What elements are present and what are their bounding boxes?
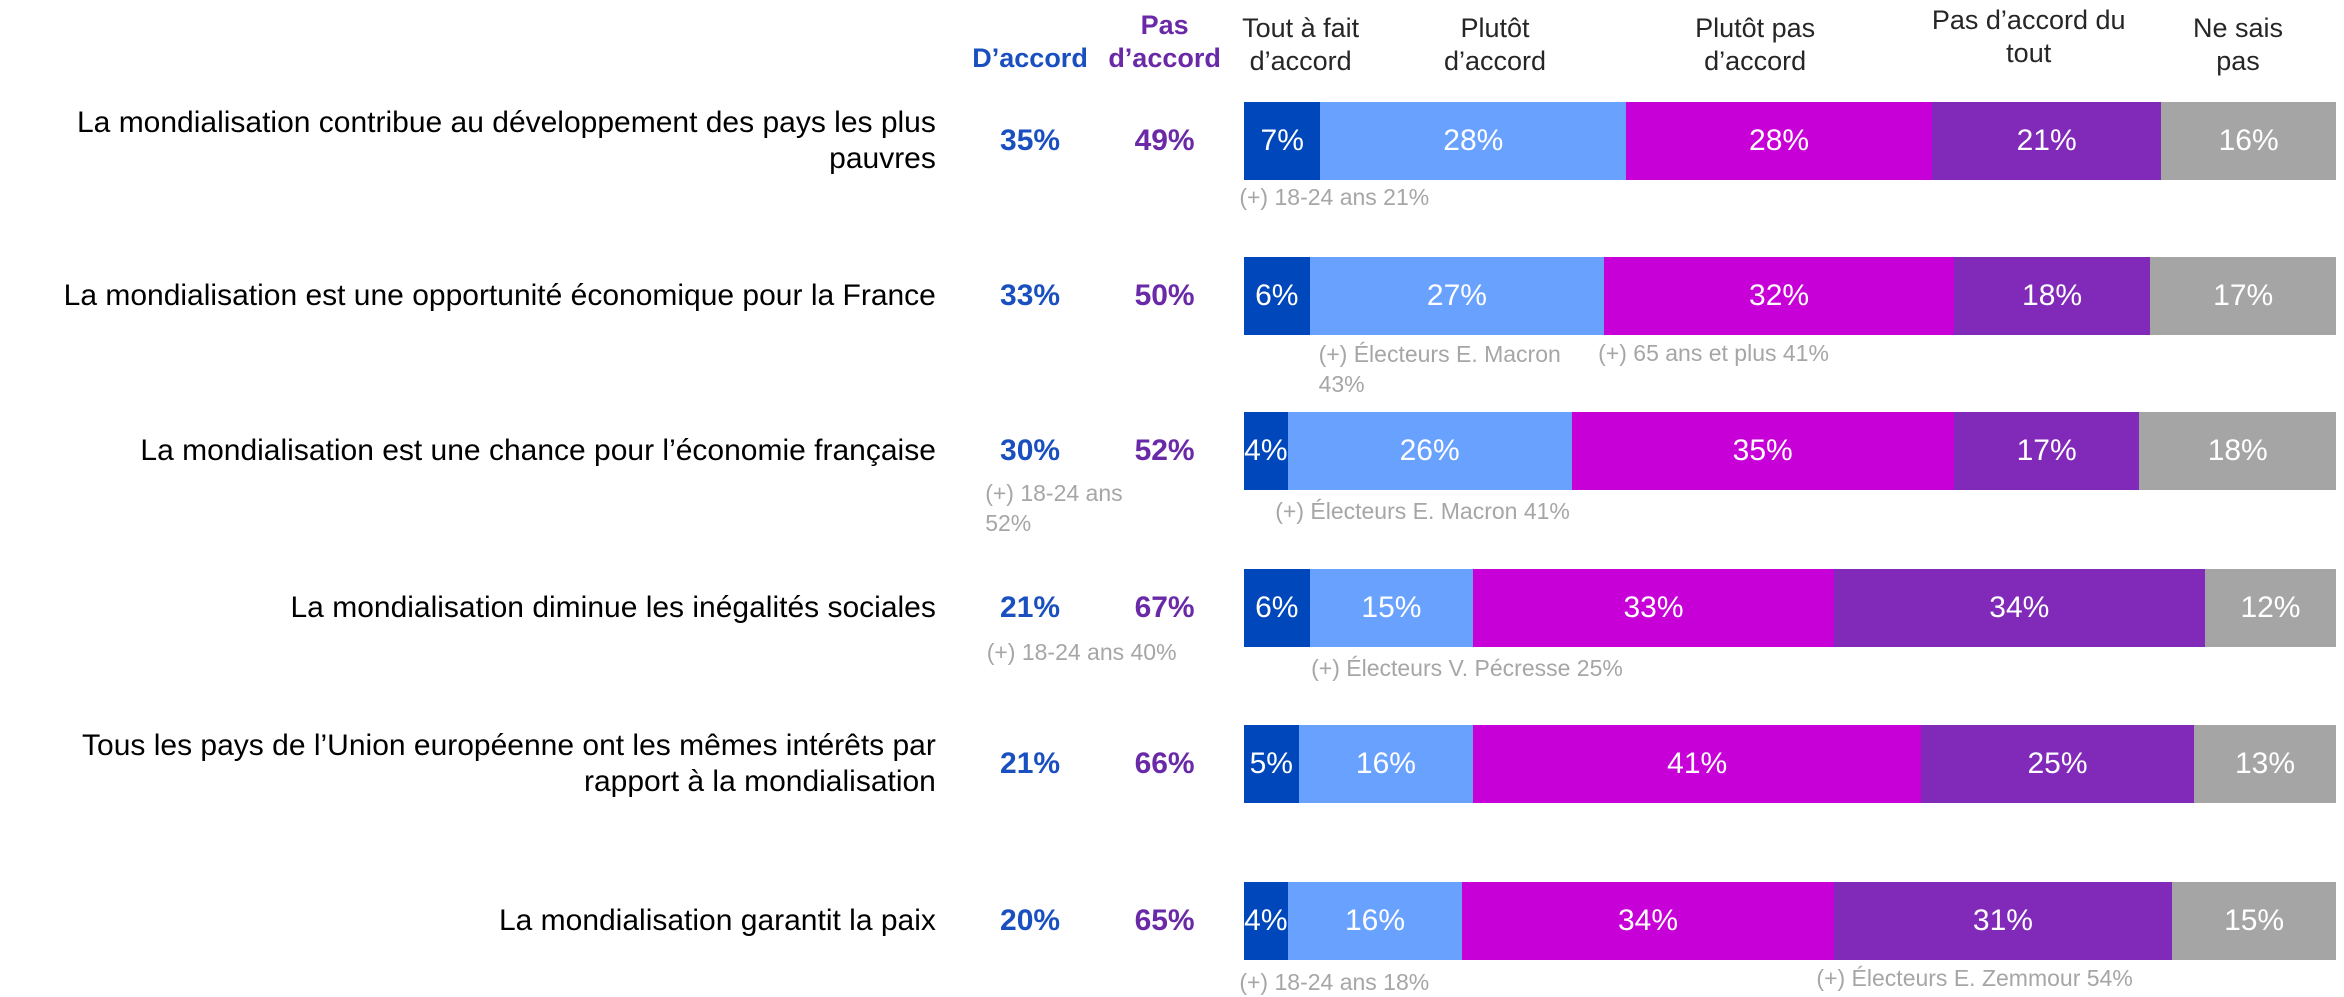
segment-label: 5% xyxy=(1249,746,1293,780)
bar-segment xyxy=(2204,569,2336,648)
segment-header: Plutôt pas d’accord xyxy=(1695,12,1816,76)
segment-label: 25% xyxy=(2027,746,2088,780)
annotation: (+) 18-24 ans 18% xyxy=(1239,969,1430,996)
summary-value: 50% xyxy=(1134,279,1195,312)
segment-label: 12% xyxy=(2240,591,2301,625)
summary-value: 33% xyxy=(1000,279,1061,312)
segment-label: 6% xyxy=(1255,591,1299,625)
segment-label: 4% xyxy=(1244,903,1288,937)
annotation: (+) 18-24 ans 52% xyxy=(985,480,1123,537)
bar-segment xyxy=(1833,569,2205,648)
summary-value: 52% xyxy=(1134,434,1195,468)
bar-segment xyxy=(1604,257,1954,335)
annotation: (+) Électeurs E. Macron 43% xyxy=(1318,341,1561,398)
segment-label: 34% xyxy=(1618,903,1679,937)
bar-segment xyxy=(2139,412,2336,491)
segment-header: Ne sais pas xyxy=(2192,12,2284,76)
bar-segment xyxy=(1953,412,2140,491)
segment-label: 35% xyxy=(1732,434,1793,468)
bar-segment xyxy=(1473,569,1834,648)
bar-segment xyxy=(1462,881,1834,960)
segment-label: 16% xyxy=(2218,123,2279,157)
category-label: Tous les pays de l’Union européenne ont … xyxy=(82,728,936,798)
bar-segment xyxy=(2161,101,2336,180)
bar-segment xyxy=(2150,257,2336,335)
annotation: (+) 18-24 ans 21% xyxy=(1239,184,1430,211)
annotation: (+) Électeurs V. Pécresse 25% xyxy=(1311,655,1623,682)
segment-header: Plutôt d’accord xyxy=(1443,12,1547,76)
summary-value: 35% xyxy=(1000,123,1061,157)
segment-label: 15% xyxy=(2224,903,2285,937)
segment-header: Tout à fait d’accord xyxy=(1242,12,1360,76)
annotation: (+) Électeurs E. Zemmour 54% xyxy=(1816,964,2133,991)
bar-segment xyxy=(1833,881,2173,960)
segment-label: 7% xyxy=(1260,123,1304,157)
bar-segment xyxy=(1244,412,1288,491)
segment-label: 17% xyxy=(2213,279,2274,312)
annotation: (+) 18-24 ans 40% xyxy=(986,638,1177,665)
bar-segment xyxy=(1244,569,1310,648)
bar-segment xyxy=(1287,412,1572,491)
category-label: La mondialisation est une chance pour l’… xyxy=(140,434,936,468)
segment-label: 34% xyxy=(1989,591,2050,625)
segment-label: 26% xyxy=(1399,434,1460,468)
segment-label: 27% xyxy=(1426,279,1487,312)
segment-label: 16% xyxy=(1355,746,1416,780)
segment-label: 18% xyxy=(2022,279,2083,312)
segment-label: 31% xyxy=(1972,903,2033,937)
segment-label: 41% xyxy=(1667,746,1728,780)
segment-label: 28% xyxy=(1443,123,1504,157)
segment-header: Pas d’accord du tout xyxy=(1931,5,2126,69)
bar-segment xyxy=(1287,881,1463,960)
category-label: La mondialisation garantit la paix xyxy=(498,903,936,937)
summary-value: 65% xyxy=(1134,903,1195,937)
summary-value: 21% xyxy=(1000,591,1061,625)
bar-segment xyxy=(1953,257,2151,335)
summary-value: 49% xyxy=(1134,123,1195,157)
annotation: (+) Électeurs E. Macron 41% xyxy=(1275,498,1570,525)
category-label: La mondialisation est une opportunité éc… xyxy=(63,279,936,312)
summary-header: D’accord xyxy=(972,42,1088,73)
segment-label: 18% xyxy=(2207,434,2268,468)
segment-label: 6% xyxy=(1255,279,1299,312)
summary-value: 21% xyxy=(1000,746,1061,780)
bar-segment xyxy=(1309,257,1605,335)
bar-segment xyxy=(1626,101,1932,180)
segment-label: 4% xyxy=(1244,434,1288,468)
summary-header: Pas d’accord xyxy=(1108,9,1221,73)
category-label: La mondialisation diminue les inégalités… xyxy=(290,591,936,625)
bar-segment xyxy=(1244,101,1321,180)
segment-label: 21% xyxy=(2016,123,2077,157)
summary-value: 30% xyxy=(1000,434,1061,468)
summary-value: 20% xyxy=(1000,903,1061,937)
segment-label: 13% xyxy=(2234,746,2296,780)
bar-segment xyxy=(1921,724,2195,803)
bar-segment xyxy=(1244,724,1299,803)
segment-label: 28% xyxy=(1749,123,1810,157)
category-label: La mondialisation contribue au développe… xyxy=(76,105,936,175)
bar-segment xyxy=(1931,101,2162,180)
bar-segment xyxy=(1309,569,1474,648)
bar-segment xyxy=(1320,101,1627,180)
segment-label: 33% xyxy=(1623,591,1684,625)
segment-label: 32% xyxy=(1749,279,1810,312)
bar-segment xyxy=(1298,724,1474,803)
bar-segment xyxy=(2172,881,2336,960)
segment-label: 15% xyxy=(1361,591,1422,625)
bar-segment xyxy=(1244,881,1288,960)
bar-segment xyxy=(1244,257,1310,335)
bar-segment xyxy=(2194,724,2336,803)
segment-label: 16% xyxy=(1345,903,1406,937)
annotation: (+) 65 ans et plus 41% xyxy=(1598,339,1829,366)
summary-value: 67% xyxy=(1134,591,1195,625)
summary-value: 66% xyxy=(1134,746,1195,780)
bar-segment xyxy=(1571,412,1954,491)
segment-label: 17% xyxy=(2016,434,2077,468)
bar-segment xyxy=(1473,724,1922,803)
